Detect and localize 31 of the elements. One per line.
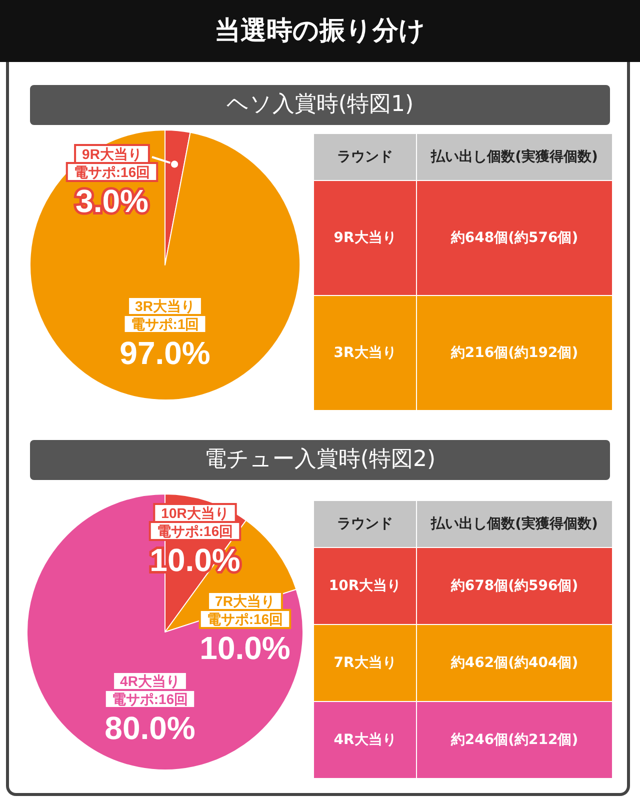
text: 電サポ:16回 <box>74 164 150 180</box>
category-label: 4R大当り <box>314 702 416 778</box>
category-label: 3R大当り <box>314 296 416 410</box>
text: 電サポ:16回 <box>112 691 188 707</box>
text: 電サポ:1回 <box>130 316 200 332</box>
text: 払い出し個数(実獲得個数) <box>416 500 612 548</box>
slice-label: 7R大当り <box>215 593 275 609</box>
data-label: 3.0% <box>76 183 148 219</box>
slice-label: 4R大当り <box>120 673 180 689</box>
text: 払い出し個数(実獲得個数) <box>416 134 612 180</box>
data-label: 10.0% <box>200 630 290 666</box>
text: 約678個(約596個) <box>416 548 612 624</box>
text: 約462個(約404個) <box>416 624 612 702</box>
chart-subtitle: ヘソ入賞時(特図1) <box>30 85 610 125</box>
text: 電サポ:16回 <box>156 523 234 539</box>
text: 電サポ:16回 <box>206 611 284 627</box>
text: 約246個(約212個) <box>416 702 612 778</box>
category-label: 9R大当り <box>314 180 416 296</box>
text: 約216個(約192個) <box>416 296 612 410</box>
category-label: 7R大当り <box>314 624 416 702</box>
slice-label: 10R大当り <box>161 505 229 521</box>
slice-label: 9R大当り <box>82 146 142 162</box>
text: 約648個(約576個) <box>416 180 612 296</box>
category-label: 10R大当り <box>314 548 416 624</box>
chart-subtitle: 電チュー入賞時(特図2) <box>30 440 610 480</box>
chart-title: 当選時の振り分け <box>0 0 640 62</box>
text: ラウンド <box>314 134 416 180</box>
data-label: 97.0% <box>120 335 210 371</box>
slice-label: 3R大当り <box>135 298 195 314</box>
data-label: 80.0% <box>104 710 196 746</box>
text: ラウンド <box>314 500 416 548</box>
